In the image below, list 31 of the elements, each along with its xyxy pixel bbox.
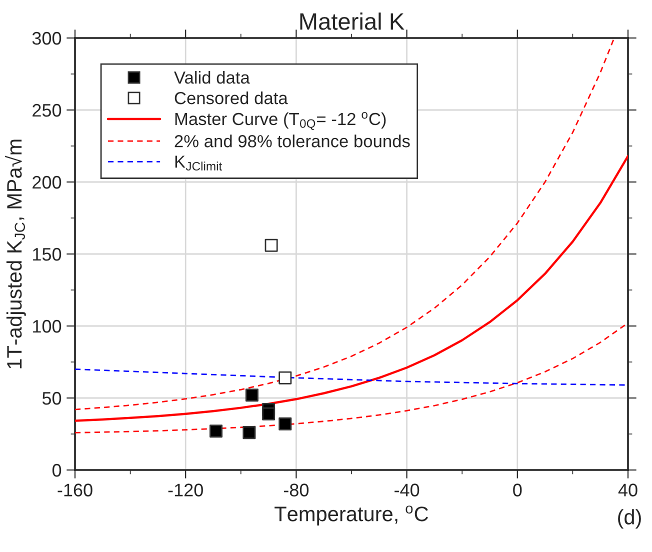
x-tick-label: -120 [168,484,203,496]
text: (d) [618,509,641,529]
y-tick-label: 0 [52,464,62,477]
chart-title: Material K [300,12,404,30]
legend-label: K$_{JClimit}$ [175,156,222,171]
point [262,407,276,420]
legend-label: 2% and 98% tolerance bounds [174,134,410,148]
y-tick-label: 200 [32,176,62,189]
x-axis-title: Temperature, $^{o}$C [274,506,428,526]
point [242,426,256,440]
y-tick-label: 50 [42,392,62,405]
point [264,238,278,252]
point [210,424,223,438]
y-tick-label: 150 [33,248,62,261]
point [278,417,292,430]
legend-label: Master Curve (T$_{0Q}$= -12 $^{o}$C) [175,112,386,130]
y-axis-title: 1T-adjusted K$_{JC}$, MPa√m [5,140,26,368]
y-tick-label: 250 [32,104,62,117]
line-series [75,154,628,422]
legend-label: Valid data [174,70,250,84]
point [278,371,292,384]
line-series [75,38,615,410]
x-tick-label: -160 [58,484,92,496]
x-tick-label: 0 [513,484,522,496]
legend-label: Censored data [174,92,288,104]
x-tick-label: 40 [618,484,638,496]
x-tick-label: -80 [284,484,309,496]
y-tick-label: 100 [33,320,62,333]
point [245,388,258,402]
x-tick-label: -40 [394,484,420,496]
y-tick-label: 300 [32,32,62,45]
